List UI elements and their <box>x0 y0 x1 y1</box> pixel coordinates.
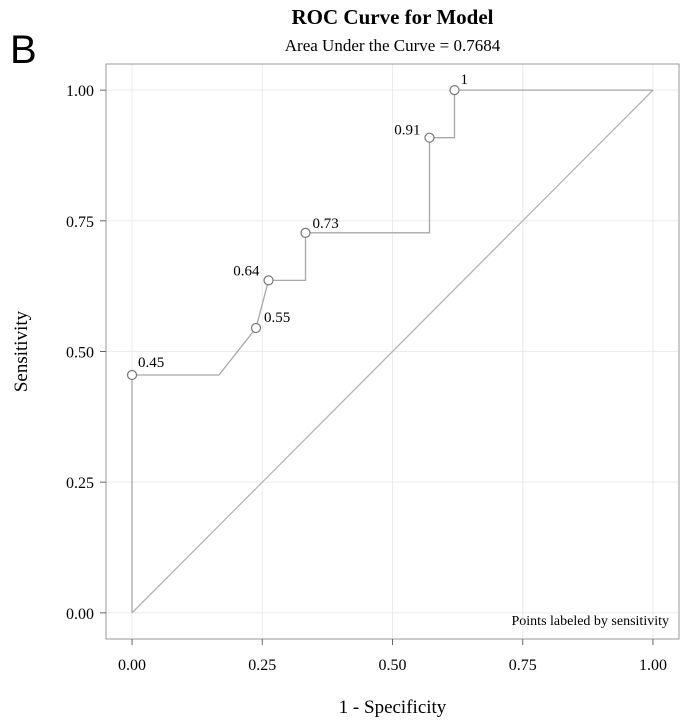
roc-point-label: 1 <box>460 72 468 88</box>
panel-label: B <box>10 28 37 72</box>
roc-point-marker <box>449 85 460 96</box>
roc-point-label: 0.73 <box>313 216 339 232</box>
y-tick-label: 0.00 <box>66 606 94 623</box>
y-tick-label: 1.00 <box>66 83 94 100</box>
x-axis-title: 1 - Specificity <box>339 697 447 718</box>
x-tick-label: 0.00 <box>118 657 146 674</box>
roc-point-label: 0.45 <box>138 355 164 371</box>
roc-point-label: 0.91 <box>394 123 420 139</box>
x-tick-label: 0.50 <box>379 657 407 674</box>
y-tick-label: 0.25 <box>66 475 94 492</box>
chart-subtitle: Area Under the Curve = 0.7684 <box>284 36 501 55</box>
x-tick-label: 1.00 <box>639 657 667 674</box>
roc-curve-line <box>131 89 653 613</box>
x-tick-label: 0.75 <box>509 657 537 674</box>
roc-point-marker <box>263 275 274 286</box>
chart-title: ROC Curve for Model <box>291 5 494 29</box>
annotation-note: Points labeled by sensitivity <box>512 614 670 629</box>
y-tick-label: 0.75 <box>66 214 94 231</box>
roc-point-marker <box>300 227 311 238</box>
reference-diagonal <box>131 89 654 614</box>
roc-point-label: 0.55 <box>264 310 290 326</box>
y-tick-label: 0.50 <box>66 345 94 362</box>
roc-point-marker <box>250 322 262 334</box>
roc-point-label: 0.64 <box>233 263 260 279</box>
roc-point-marker <box>424 132 435 143</box>
y-axis-title: Sensitivity <box>11 310 32 392</box>
roc-points: 0.45 0.55 0.64 0.73 0.91 1 <box>126 72 468 381</box>
roc-point-marker <box>126 369 138 381</box>
x-tick-label: 0.25 <box>248 657 276 674</box>
y-axis: 0.00 0.25 0.50 0.75 1.00 <box>66 83 106 623</box>
x-axis: 0.00 0.25 0.50 0.75 1.00 <box>118 639 667 674</box>
